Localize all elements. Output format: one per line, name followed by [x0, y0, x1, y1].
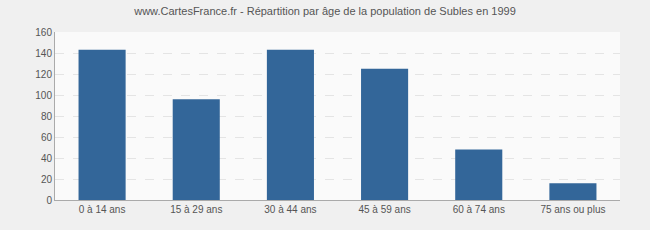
- svg-text:60 à 74 ans: 60 à 74 ans: [453, 204, 505, 215]
- svg-text:20: 20: [41, 174, 53, 185]
- svg-text:0: 0: [46, 195, 52, 206]
- svg-text:15 à 29 ans: 15 à 29 ans: [170, 204, 222, 215]
- svg-text:75 ans ou plus: 75 ans ou plus: [540, 204, 605, 215]
- svg-text:100: 100: [35, 90, 52, 101]
- svg-text:120: 120: [35, 69, 52, 80]
- svg-text:140: 140: [35, 48, 52, 59]
- svg-text:www.CartesFrance.fr - Répartit: www.CartesFrance.fr - Répartition par âg…: [133, 5, 516, 17]
- svg-text:0 à 14 ans: 0 à 14 ans: [79, 204, 126, 215]
- svg-text:60: 60: [41, 132, 53, 143]
- svg-text:30 à 44 ans: 30 à 44 ans: [264, 204, 316, 215]
- svg-text:45 à 59 ans: 45 à 59 ans: [358, 204, 410, 215]
- svg-text:160: 160: [35, 27, 52, 38]
- svg-text:80: 80: [41, 111, 53, 122]
- svg-text:40: 40: [41, 153, 53, 164]
